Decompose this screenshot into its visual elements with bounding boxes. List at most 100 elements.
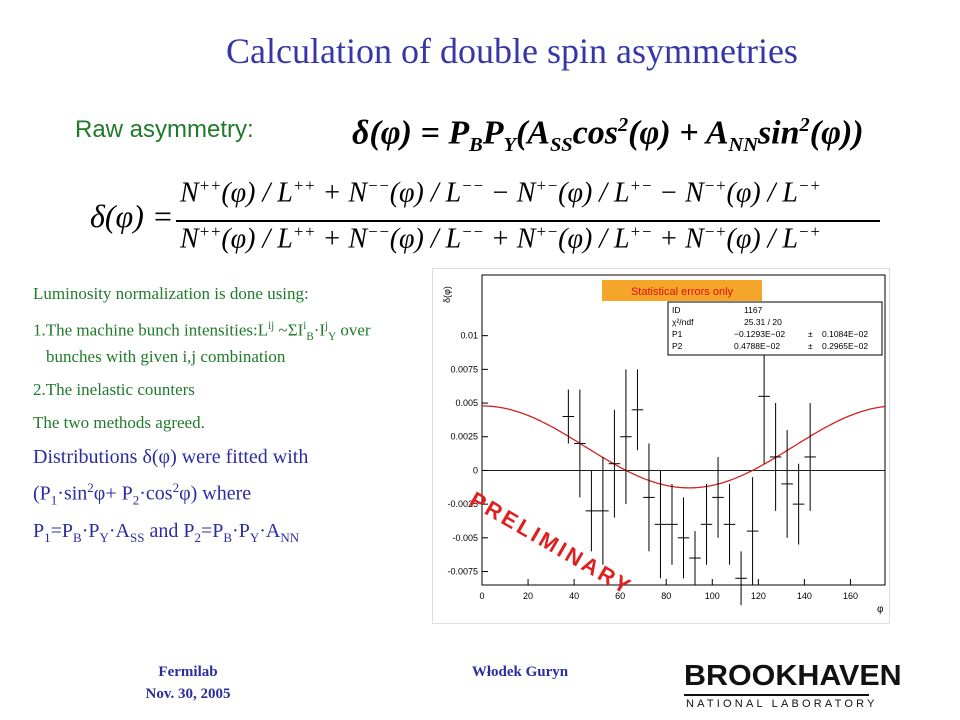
superscript: i	[303, 320, 307, 332]
note: The two methods agreed.	[33, 413, 425, 432]
superscript: ++	[198, 176, 222, 195]
superscript: −+	[798, 222, 821, 241]
note-box	[602, 280, 762, 301]
stats-text: ID	[672, 305, 681, 315]
text-run: ~ΣI	[274, 320, 304, 340]
stats-text: −0.1293E−02	[734, 329, 785, 339]
stats-text: 0.1084E−02	[822, 329, 868, 339]
superscript: j	[325, 320, 329, 332]
subscript: 1	[44, 529, 51, 545]
note: 1.The machine bunch intensities:Lij ~ΣIi…	[33, 317, 425, 366]
subscript: Y	[328, 331, 337, 344]
stats-text: 0.2965E−02	[822, 341, 868, 351]
superscript: ++	[292, 222, 316, 241]
y-tick-label: -0.0075	[447, 567, 478, 577]
note: 2.The inelastic counters	[33, 380, 425, 399]
formula-numerator: N++(φ) / L++ + N−−(φ) / L−− − N+−(φ) / L…	[180, 176, 821, 209]
text-run: Luminosity normalization is done using:	[33, 284, 309, 303]
text-run: ·A	[108, 519, 130, 542]
text-run: (φ) / L	[558, 177, 630, 209]
text-run: 1.The machine bunch intensities:L	[33, 320, 269, 340]
text-run: =P	[200, 519, 224, 542]
text-run: P	[33, 519, 45, 542]
x-tick-label: 140	[797, 591, 812, 601]
superscript: 2	[617, 114, 629, 136]
text-run: (P	[33, 482, 51, 505]
y-tick-label: 0.005	[455, 398, 478, 408]
text-run: ·sin	[57, 482, 88, 505]
footer-author: Włodek Guryn	[471, 664, 569, 680]
slide-title: Calculation of double spin asymmetries	[226, 31, 798, 71]
superscript: +−	[535, 176, 559, 195]
stats-text: 0.4788E−02	[734, 341, 780, 351]
subscript: SS	[549, 134, 573, 157]
text-run: and P	[144, 519, 195, 542]
text-run: φ) where	[179, 482, 252, 505]
text-run: δ(φ) = P	[352, 114, 470, 152]
y-tick-label: 0.01	[460, 331, 478, 341]
text-run: The two methods agreed.	[33, 413, 205, 433]
subscript: B	[73, 529, 82, 545]
note-text: Statistical errors only	[631, 286, 734, 298]
subscript: NN	[280, 529, 300, 545]
subscript: NN	[728, 134, 758, 157]
superscript: +−	[535, 222, 559, 241]
plot: 0 20 40 60 80 100 120 140 160 -0.0075 -0.005 -0.002…	[432, 268, 890, 624]
text-run: (φ) + A	[628, 114, 729, 152]
text-run: ·I	[313, 320, 326, 340]
text-run: P	[482, 114, 504, 152]
footer-venue: Fermilab	[158, 664, 218, 680]
logo-sub: NATIONAL LABORATORY	[686, 698, 878, 710]
text-block: Luminosity normalization is done using: …	[33, 284, 425, 557]
fit-text: P1=PB·PY·ASS and P2=PB·PY·ANN	[33, 520, 425, 546]
raw-label: Raw asymmetry:	[75, 116, 254, 143]
stats-text: 1167	[744, 305, 763, 315]
superscript: ++	[198, 222, 222, 241]
text-run: cos	[572, 114, 618, 152]
subscript: Y	[249, 529, 260, 545]
formula-denominator: N++(φ) / L++ + N−−(φ) / L−− + N+−(φ) / L…	[180, 222, 821, 255]
text-run: =P	[50, 519, 74, 542]
y-tick-label: -0.0025	[447, 499, 478, 509]
subscript: Y	[503, 134, 516, 157]
x-tick-label: 60	[615, 591, 625, 601]
subscript: 1	[50, 492, 58, 508]
text-run: (φ))	[809, 114, 864, 152]
subscript: Y	[99, 529, 109, 545]
text-run: ·cos	[139, 482, 173, 505]
text-run: ·P	[232, 519, 250, 542]
text-run: N	[180, 177, 199, 209]
superscript: −−	[461, 222, 484, 241]
stats-box	[667, 301, 883, 356]
subscript: 2	[194, 529, 201, 545]
text-run: − N	[652, 177, 704, 209]
x-axis-label: φ	[877, 604, 884, 615]
text-run: − N	[483, 177, 536, 209]
subscript: B	[223, 529, 233, 545]
logo-main: BROOKHAVEN	[684, 660, 902, 692]
superscript: −+	[798, 176, 821, 195]
text-run: N	[180, 223, 199, 255]
superscript: ij	[268, 320, 275, 332]
text-run: + N	[315, 177, 368, 209]
text-run: (φ) / L	[221, 177, 293, 209]
text-run: (φ) / L	[726, 223, 799, 255]
y-tick-label: 0.0075	[450, 364, 478, 374]
note: Luminosity normalization is done using:	[33, 284, 425, 303]
y-tick-label: -0.005	[452, 533, 478, 543]
x-tick-label: 20	[523, 591, 533, 601]
y-tick-label: 0	[473, 465, 478, 475]
fit-text: (P1·sin2φ+ P2·cos2φ) where	[33, 480, 425, 509]
x-tick-label: 0	[479, 591, 484, 601]
superscript: 2	[172, 480, 180, 496]
subscript: B	[469, 134, 483, 157]
y-tick-label: 0.0025	[450, 432, 478, 442]
superscript: 2	[87, 480, 94, 496]
text-run: (φ) / L	[558, 223, 630, 255]
superscript: −+	[703, 222, 727, 241]
superscript: −−	[367, 176, 390, 195]
fit-curve	[482, 405, 886, 489]
logo-rule	[684, 694, 869, 696]
text-run: Distributions δ(φ) were fitted with	[33, 446, 309, 469]
